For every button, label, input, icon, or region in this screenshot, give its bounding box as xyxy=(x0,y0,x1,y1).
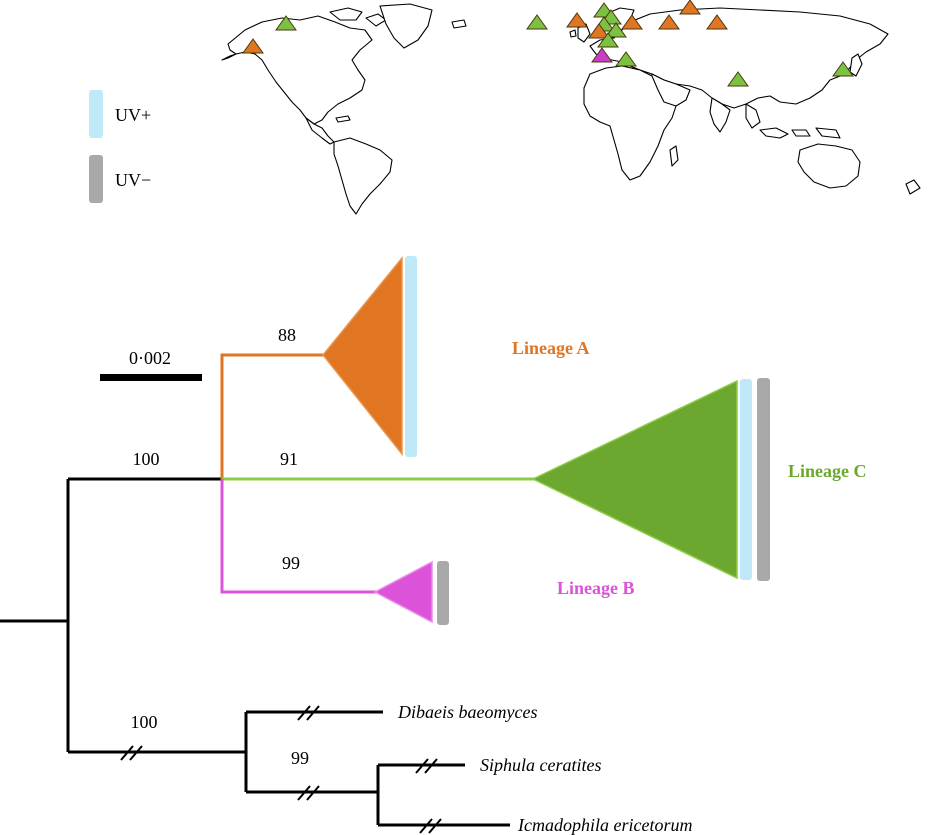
map-markers xyxy=(242,0,854,87)
scale-bar-label: 0·002 xyxy=(129,348,171,368)
map-africa xyxy=(583,65,677,181)
lineage-a-clade xyxy=(322,255,403,457)
lineage-c-clade xyxy=(531,379,738,580)
lineage-b-label: Lineage B xyxy=(557,578,635,598)
taxon-icmadophila: Icmadophila ericetorum xyxy=(517,815,692,835)
phylogenetic-tree xyxy=(0,353,535,834)
support-siphula-icmadophila: 99 xyxy=(291,748,309,768)
uv-legend: UV+ UV− xyxy=(89,90,151,203)
world-map xyxy=(221,0,921,215)
support-lineage-c: 91 xyxy=(280,449,298,469)
break-mark xyxy=(120,745,143,761)
map-new-zealand xyxy=(905,179,921,195)
map-india xyxy=(709,97,731,133)
map-iceland xyxy=(451,19,467,29)
marker-orange xyxy=(658,14,680,30)
map-north-america xyxy=(227,15,373,125)
map-madagascar xyxy=(669,145,679,167)
map-central-america xyxy=(305,117,335,145)
lineage-c-uv-plus-bar xyxy=(740,379,752,580)
map-indonesia xyxy=(759,127,841,139)
marker-green xyxy=(597,32,619,48)
lineage-a-uv-plus-bar xyxy=(405,256,417,457)
marker-green xyxy=(605,22,627,38)
taxon-dibaeis: Dibaeis baeomyces xyxy=(397,702,537,722)
lineage-c-uv-minus-bar xyxy=(757,378,770,581)
break-mark xyxy=(415,758,438,774)
support-lineage-b: 99 xyxy=(282,553,300,573)
taxon-siphula: Siphula ceratites xyxy=(480,755,601,775)
marker-orange xyxy=(679,0,701,15)
support-outgroup: 100 xyxy=(131,712,158,732)
map-alaska-tail xyxy=(221,53,237,61)
map-greenland xyxy=(379,3,433,49)
uv-plus-label: UV+ xyxy=(115,105,151,125)
map-caribbean xyxy=(335,115,351,123)
lineage-b-branch xyxy=(220,479,378,594)
marker-orange xyxy=(706,14,728,30)
uv-minus-label: UV− xyxy=(115,170,151,190)
break-mark xyxy=(297,705,320,721)
lineage-b-clade xyxy=(373,560,433,624)
uv-minus-swatch xyxy=(89,155,103,203)
marker-green xyxy=(727,71,749,87)
scale-bar: 0·002 xyxy=(100,348,202,381)
marker-magenta xyxy=(591,47,613,63)
break-mark xyxy=(297,785,320,801)
marker-orange xyxy=(566,12,588,28)
map-australia xyxy=(797,143,861,189)
branch-break-marks xyxy=(120,705,442,834)
marker-green xyxy=(526,14,548,30)
map-south-america xyxy=(333,137,393,215)
marker-orange xyxy=(242,38,264,54)
marker-green xyxy=(615,51,637,67)
lineage-b-uv-minus-bar xyxy=(437,561,449,625)
lineage-a-branch xyxy=(220,353,326,479)
uv-plus-swatch xyxy=(89,90,103,138)
support-lineage-a: 88 xyxy=(278,325,296,345)
break-mark xyxy=(419,818,442,834)
map-eurasia xyxy=(589,7,889,109)
marker-orange xyxy=(621,14,643,30)
marker-green xyxy=(275,15,297,31)
map-southeast-asia xyxy=(745,103,761,129)
marker-green xyxy=(832,61,854,77)
support-ingroup: 100 xyxy=(133,449,160,469)
map-japan xyxy=(849,53,863,77)
lineage-c-label: Lineage C xyxy=(788,461,867,481)
marker-orange xyxy=(588,23,610,39)
lineage-a-label: Lineage A xyxy=(512,338,590,358)
scale-bar-line xyxy=(100,374,202,381)
